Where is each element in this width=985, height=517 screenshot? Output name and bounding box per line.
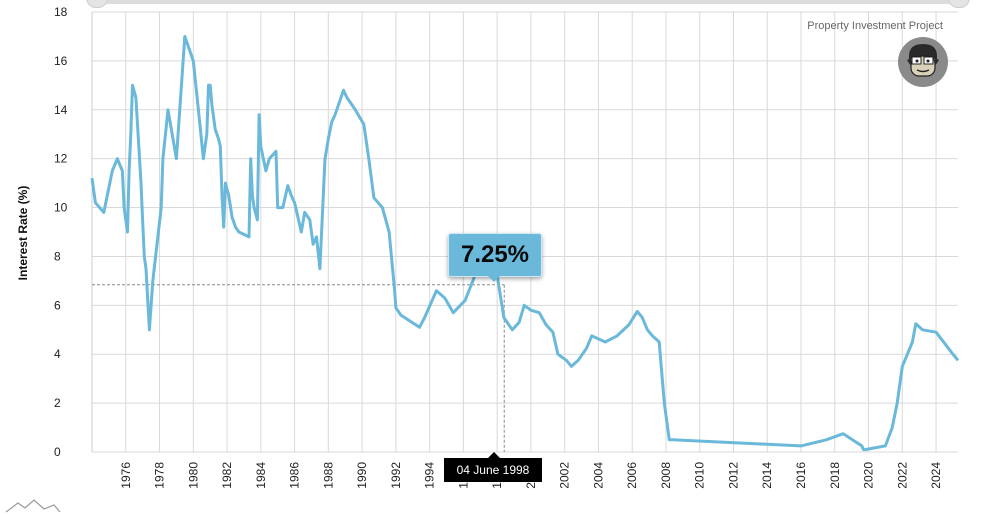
x-tick-label: 2020 bbox=[862, 462, 876, 489]
x-tick-label: 1992 bbox=[389, 462, 403, 489]
crosshair bbox=[92, 284, 505, 452]
x-tick-label: 2012 bbox=[726, 462, 740, 489]
grid-lines bbox=[91, 11, 958, 453]
y-tick-label: 18 bbox=[54, 5, 68, 19]
y-tick-label: 0 bbox=[54, 445, 61, 459]
date-tag-pointer bbox=[488, 452, 500, 458]
cartoon-face-icon bbox=[898, 37, 948, 87]
x-tick-label: 2022 bbox=[895, 462, 909, 489]
x-tick-label: 1988 bbox=[321, 462, 335, 489]
interest-rate-line[interactable] bbox=[90, 34, 960, 452]
y-tick-label: 2 bbox=[54, 396, 61, 410]
x-tick-label: 2004 bbox=[591, 462, 605, 489]
x-tick-label: 2010 bbox=[693, 462, 707, 489]
y-tick-label: 4 bbox=[54, 347, 61, 361]
y-axis: 0 2 4 6 8 10 12 14 16 18 bbox=[54, 5, 68, 459]
x-tick-label: 1994 bbox=[423, 462, 437, 489]
x-tick-label: 2002 bbox=[558, 462, 572, 489]
x-tick-label: 1978 bbox=[153, 462, 167, 489]
x-tick-label: 1980 bbox=[186, 462, 200, 489]
x-tick-label: 2008 bbox=[659, 462, 673, 489]
y-tick-label: 6 bbox=[54, 298, 61, 312]
x-tick-label: 1986 bbox=[288, 462, 302, 489]
x-tick-label: 1984 bbox=[254, 462, 268, 489]
date-tag: 04 June 1998 bbox=[444, 458, 542, 482]
y-tick-label: 8 bbox=[54, 249, 61, 263]
y-tick-label: 10 bbox=[54, 201, 68, 215]
y-tick-label: 16 bbox=[54, 54, 68, 68]
x-tick-label: 2014 bbox=[760, 462, 774, 489]
x-tick-label: 1976 bbox=[119, 462, 133, 489]
watermark-text: Property Investment Project bbox=[807, 20, 943, 32]
x-tick-label: 2024 bbox=[929, 462, 943, 489]
x-tick-label: 1982 bbox=[220, 462, 234, 489]
x-tick-label: 2018 bbox=[828, 462, 842, 489]
y-tick-label: 14 bbox=[54, 103, 68, 117]
x-tick-label: 1990 bbox=[355, 462, 369, 489]
value-tooltip: 7.25% bbox=[448, 233, 542, 277]
y-axis-title: Interest Rate (%) bbox=[16, 186, 30, 281]
mountain-logo-icon bbox=[5, 499, 61, 513]
y-tick-label: 12 bbox=[54, 152, 68, 166]
x-tick-label: 2016 bbox=[794, 462, 808, 489]
x-tick-label: 2006 bbox=[625, 462, 639, 489]
tooltip-pointer bbox=[487, 275, 501, 282]
